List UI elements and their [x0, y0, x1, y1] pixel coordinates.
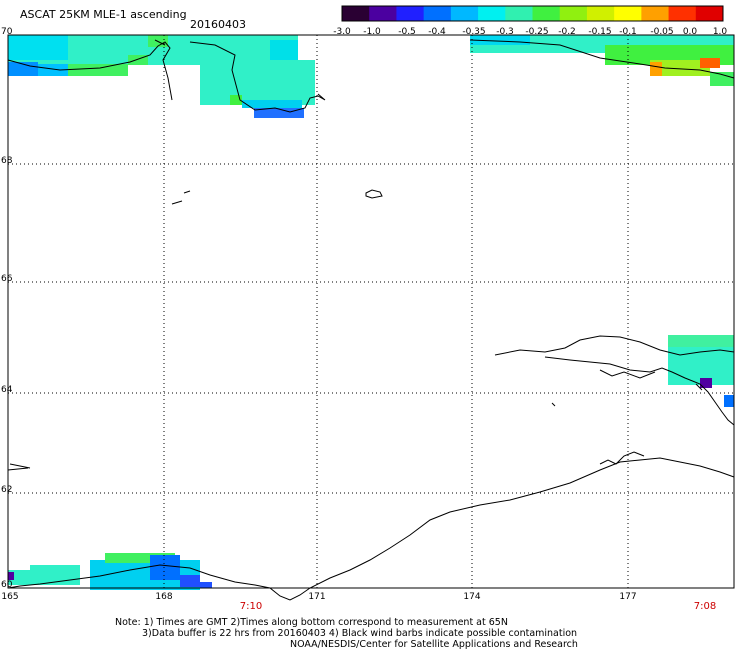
colorbar-tick-label: -0.3 — [496, 27, 514, 37]
colorbar-segment — [559, 6, 588, 21]
colorbar-segment — [342, 6, 370, 21]
colorbar-tick-label: 0.0 — [682, 27, 698, 37]
colorbar-segment — [450, 6, 479, 21]
note-line-1: Note: 1) Times are GMT 2)Times along bot… — [115, 617, 508, 628]
colorbar-tick-label: -3.0 — [333, 27, 351, 37]
colorbar-segment — [668, 6, 697, 21]
colorbar-segment — [641, 6, 670, 21]
colorbar-tick-label: 1.0 — [712, 27, 728, 37]
lat-label: 70 — [1, 27, 13, 37]
time-label: 7:10 — [239, 601, 263, 612]
note-line-2: 3)Data buffer is 22 hrs from 20160403 4)… — [142, 628, 578, 639]
colorbar-tick-label: -0.35 — [462, 27, 486, 37]
map-frame — [7, 34, 735, 589]
colorbar-tick-label: -0.15 — [588, 27, 612, 37]
colorbar-tick-label: -0.1 — [619, 27, 637, 37]
colorbar-segment — [478, 6, 506, 21]
swath-mid-right — [668, 335, 734, 407]
lon-label: 168 — [155, 592, 173, 602]
colorbar-tick-label: -0.25 — [525, 27, 549, 37]
lat-label: 64 — [1, 385, 13, 395]
colorbar-tick-label: -0.05 — [650, 27, 674, 37]
colorbar-tick-label: -1.0 — [363, 27, 381, 37]
lon-label: 177 — [619, 592, 637, 602]
lat-label: 66 — [1, 274, 13, 284]
lat-label: 60 — [1, 580, 13, 590]
colorbar-segment — [423, 6, 452, 21]
graticule — [8, 34, 734, 588]
colorbar-tick-label: -0.5 — [398, 27, 416, 37]
colorbar-segment — [695, 6, 724, 21]
time-label: 7:08 — [693, 601, 717, 612]
colorbar-tick-label: -0.2 — [558, 27, 576, 37]
lat-label: 62 — [1, 485, 13, 495]
colorbar-segment — [396, 6, 425, 21]
colorbar — [341, 5, 724, 22]
colorbar-segment — [614, 6, 642, 21]
note-line-3: NOAA/NESDIS/Center for Satellite Applica… — [290, 639, 578, 650]
lon-label: 165 — [1, 592, 19, 602]
map-date: 20160403 — [190, 18, 246, 31]
colorbar-segment — [505, 6, 533, 21]
colorbar-segment — [532, 6, 561, 21]
swath-bottom-left — [8, 553, 212, 590]
map-title: ASCAT 25KM MLE-1 ascending — [20, 8, 187, 21]
swath-top-right — [470, 35, 734, 86]
colorbar-tick-label: -0.4 — [428, 27, 446, 37]
lat-label: 68 — [1, 156, 13, 166]
colorbar-segment — [586, 6, 615, 21]
colorbar-frame — [341, 5, 724, 22]
lon-label: 171 — [308, 592, 326, 602]
lon-label: 174 — [463, 592, 481, 602]
coastline — [7, 39, 735, 601]
swath-top-left — [8, 35, 315, 118]
colorbar-segment — [369, 6, 397, 21]
